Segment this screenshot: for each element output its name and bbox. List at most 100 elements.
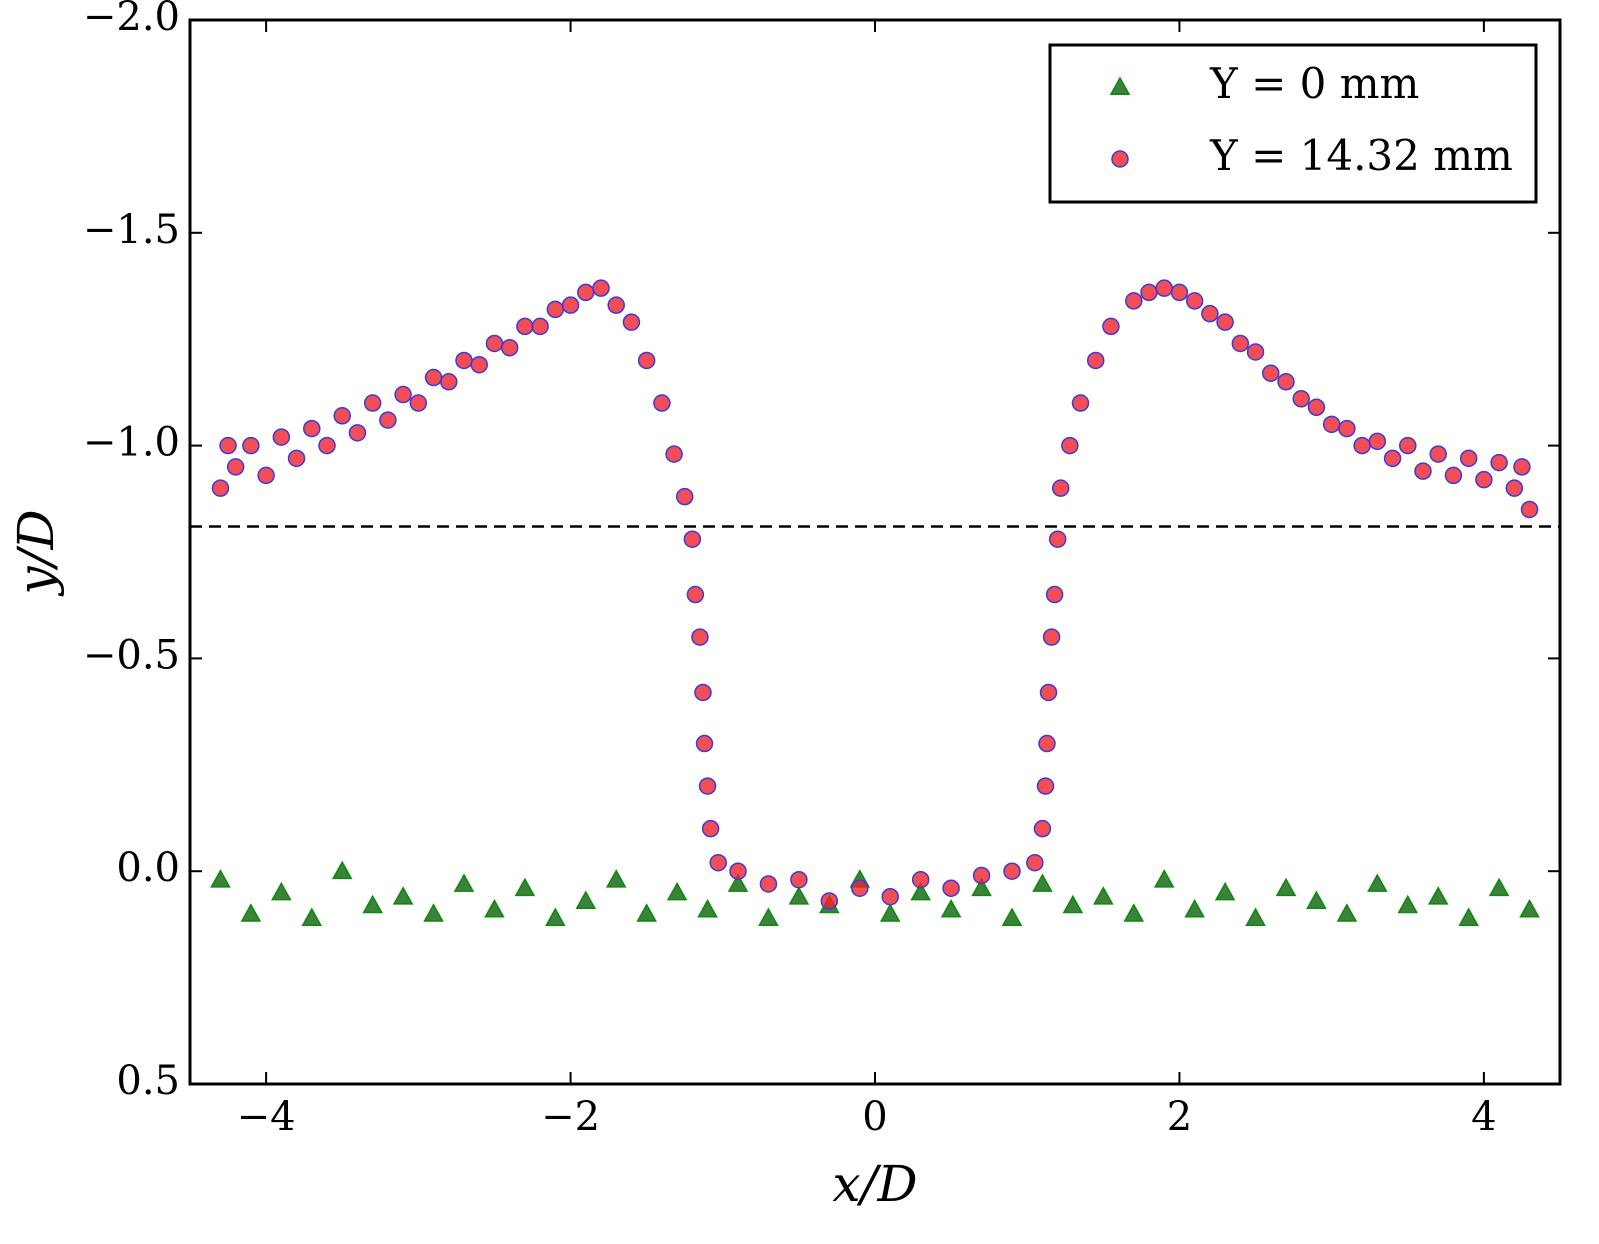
point [666, 881, 688, 901]
point [1184, 898, 1205, 918]
point [575, 890, 597, 909]
point [665, 445, 683, 463]
point [1245, 907, 1266, 926]
point [653, 394, 671, 412]
point [1201, 304, 1219, 323]
point [1475, 470, 1493, 489]
x-tick-label: 2 [1167, 1094, 1192, 1140]
point [1520, 500, 1539, 519]
point [485, 334, 504, 353]
point [1231, 334, 1250, 353]
point [1262, 364, 1280, 382]
point [1246, 343, 1265, 361]
point [1038, 734, 1056, 753]
point [301, 907, 323, 926]
point [561, 296, 580, 314]
point [1336, 903, 1358, 922]
point [727, 873, 749, 892]
x-tick-label: 0 [862, 1094, 887, 1140]
y-tick-label: −2.0 [83, 0, 180, 40]
point [257, 466, 275, 485]
point [1062, 894, 1084, 914]
point [636, 903, 657, 922]
point [971, 877, 992, 897]
point [686, 585, 705, 604]
point [691, 628, 709, 646]
point [851, 879, 869, 897]
point [675, 487, 694, 506]
point [409, 394, 428, 412]
point [333, 407, 351, 425]
legend-marker [1109, 76, 1131, 95]
point [1102, 317, 1120, 336]
point [1214, 881, 1236, 901]
point [1026, 853, 1044, 872]
legend-label: Y = 14.32 mm [1209, 131, 1513, 180]
point [240, 903, 262, 922]
point [470, 355, 488, 374]
point [219, 436, 237, 455]
point [1306, 890, 1327, 909]
point [709, 853, 727, 872]
point [1367, 873, 1388, 892]
point [1292, 390, 1310, 408]
point [1505, 479, 1524, 497]
point [972, 866, 991, 885]
point [484, 898, 505, 918]
point [1033, 819, 1052, 838]
point [1170, 283, 1189, 302]
point [695, 734, 714, 753]
point [1519, 898, 1540, 918]
point [272, 428, 291, 446]
point [698, 777, 717, 795]
point [701, 819, 720, 838]
point [1307, 398, 1326, 417]
point [1429, 445, 1447, 463]
point [455, 351, 473, 370]
point [242, 436, 260, 455]
point [1051, 479, 1070, 497]
point [516, 317, 534, 336]
y-axis-label: y/D [7, 509, 65, 596]
point [1032, 873, 1053, 892]
y-tick-label: −0.5 [83, 632, 180, 678]
point [1001, 907, 1023, 926]
point [362, 894, 383, 914]
point [605, 869, 627, 888]
point [423, 903, 444, 922]
point [331, 860, 353, 880]
x-tick-label: −2 [541, 1094, 600, 1140]
point [1277, 373, 1295, 391]
point [271, 881, 292, 901]
point [1061, 436, 1079, 455]
point [1140, 283, 1158, 302]
point [545, 907, 566, 926]
point [226, 458, 245, 476]
point [1071, 394, 1090, 412]
point [1185, 292, 1204, 310]
y-tick-label: 0.5 [116, 1058, 180, 1104]
point [1397, 894, 1419, 914]
point [287, 449, 306, 468]
point [622, 313, 641, 331]
point [942, 879, 960, 897]
point [592, 279, 610, 297]
point [348, 424, 367, 442]
y-tick-label: −1.5 [83, 207, 180, 253]
point [1414, 462, 1432, 480]
point [1123, 903, 1145, 922]
point [683, 530, 702, 548]
point [1042, 628, 1061, 646]
point [424, 368, 443, 387]
point [1045, 585, 1064, 604]
point [790, 870, 808, 889]
point [1153, 869, 1175, 888]
point [1459, 449, 1478, 468]
point [607, 296, 625, 314]
point [1048, 530, 1067, 548]
point [531, 317, 549, 336]
point [911, 870, 930, 889]
point [577, 283, 595, 302]
point [879, 903, 901, 922]
